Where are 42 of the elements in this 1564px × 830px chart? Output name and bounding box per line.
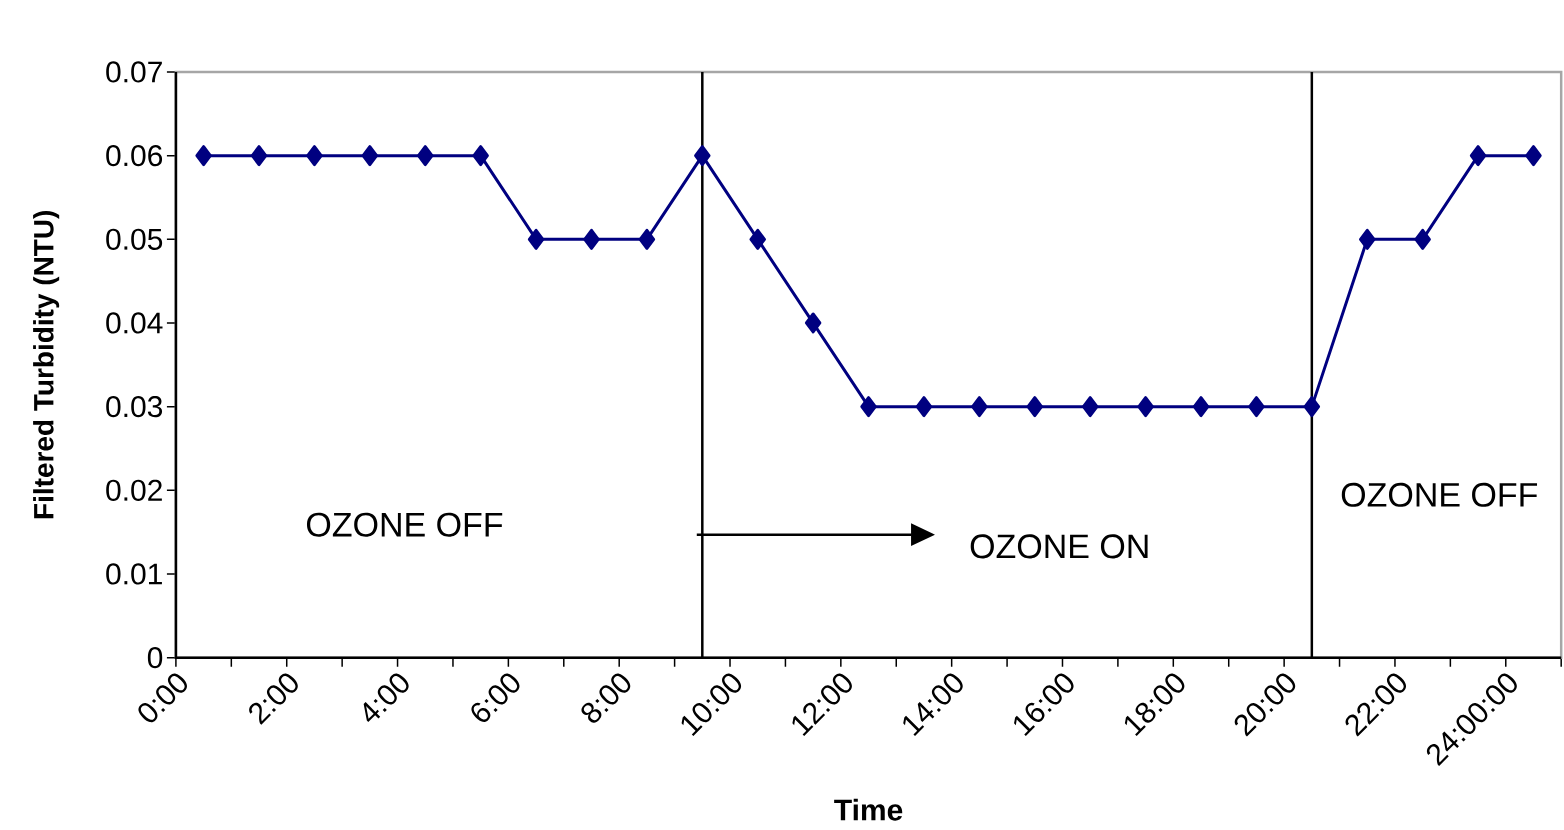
point (1081, 396, 1099, 418)
y-tick-label: 0.06 (106, 145, 163, 167)
point (361, 145, 379, 167)
point (1137, 396, 1154, 418)
point (306, 145, 323, 167)
point (860, 396, 877, 418)
x-tick-label: 6:00 (471, 673, 520, 723)
point (250, 145, 268, 167)
annotation: OZONE OFF (306, 512, 503, 537)
point (1192, 396, 1210, 418)
x-tick-label: 8:00 (581, 673, 631, 723)
point (417, 145, 434, 167)
point (583, 229, 600, 251)
point (1414, 229, 1431, 251)
point (694, 145, 711, 167)
annotation: OZONE ON (970, 534, 1148, 559)
x-axis-title: Time (834, 798, 903, 821)
point (527, 229, 545, 251)
y-tick-label: 0 (147, 647, 163, 669)
annotation: OZONE OFF (1341, 483, 1538, 508)
y-tick-label: 0.04 (106, 312, 163, 334)
y-tick-label: 0.01 (106, 563, 162, 585)
point (638, 229, 656, 251)
point (472, 145, 489, 167)
point (1469, 145, 1487, 167)
x-tick-label: 4:00 (363, 673, 409, 723)
y-axis-title: Filtered Turbidity (NTU) (33, 211, 60, 519)
point (1248, 396, 1265, 418)
y-tick-label: 0.05 (106, 228, 163, 251)
point (1525, 145, 1542, 167)
y-tick-label: 0.02 (106, 479, 162, 502)
point (749, 229, 766, 251)
point (1303, 396, 1321, 418)
point (1359, 229, 1376, 251)
x-tick-label: 0:00 (138, 673, 187, 723)
point (1026, 396, 1044, 418)
point (804, 312, 822, 334)
point (915, 396, 933, 418)
y-tick-label: 0.03 (106, 396, 163, 418)
point (971, 396, 988, 418)
point (195, 145, 212, 167)
y-tick-label: 0.07 (106, 61, 162, 83)
